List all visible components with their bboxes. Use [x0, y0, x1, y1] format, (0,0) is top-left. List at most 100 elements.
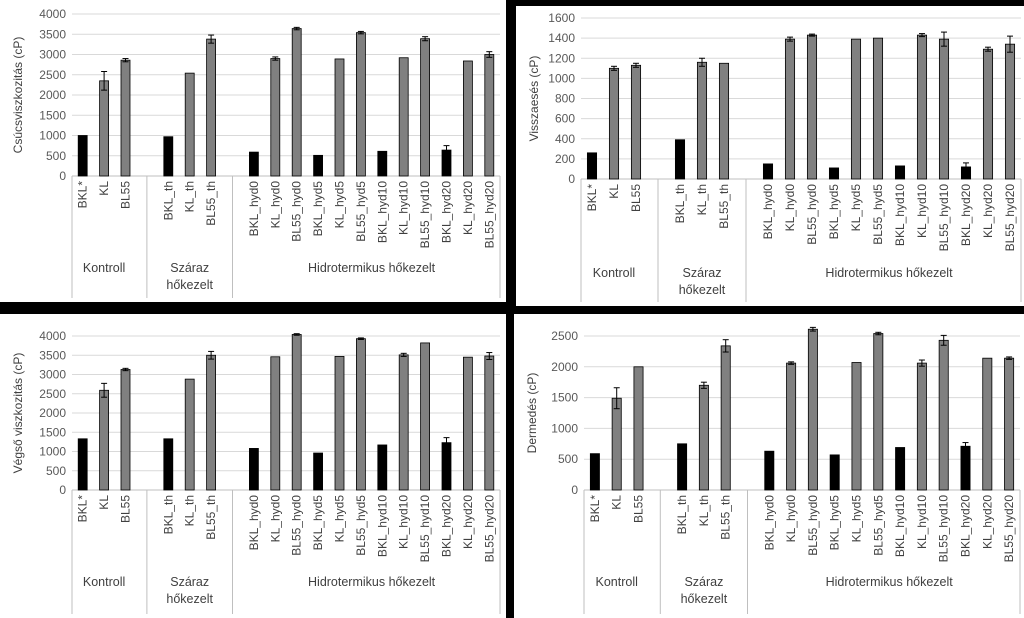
- bar: [938, 38, 950, 180]
- x-category-label: BKL_th: [675, 495, 689, 534]
- x-category-label: BKL_hyd10: [375, 495, 389, 557]
- x-category-label: BL55_hyd20: [482, 181, 496, 249]
- bar: [828, 167, 840, 180]
- bar: [718, 62, 730, 180]
- x-category-label: BKL_th: [673, 184, 687, 223]
- y-tick-label: 500: [558, 452, 578, 466]
- bar: [1004, 357, 1015, 491]
- group-label: Hidrotermikus hőkezelt: [826, 575, 954, 589]
- bar: [270, 58, 281, 177]
- x-category-label: BL55_hyd5: [871, 495, 885, 556]
- bar: [99, 80, 109, 177]
- y-tick-label: 1400: [548, 31, 575, 45]
- x-category-label: KL_hyd10: [915, 184, 929, 238]
- bar: [720, 345, 731, 491]
- bar: [441, 442, 452, 491]
- chart-svg: 0 500 1000 1500 2000 2500 Dermedés (cP) BKL* KL B…: [525, 326, 1021, 614]
- group-label: Kontroll: [593, 266, 635, 280]
- bar: [120, 59, 131, 177]
- x-category-label: BL55_hyd5: [354, 495, 368, 556]
- bar: [807, 328, 818, 491]
- bar: [163, 136, 174, 177]
- bar: [163, 438, 174, 491]
- y-tick-label: 2500: [39, 68, 66, 82]
- bar: [334, 356, 345, 491]
- group-label: Száraz: [684, 575, 723, 589]
- bar: [762, 163, 774, 180]
- bar: [608, 67, 620, 180]
- x-category-label: BL55_th: [719, 495, 733, 540]
- bar: [184, 378, 195, 491]
- x-category-label: BL55_hyd0: [290, 181, 304, 242]
- y-tick-label: 3500: [39, 27, 66, 41]
- y-tick-label: 1000: [39, 129, 66, 143]
- x-category-label: BKL_hyd5: [828, 495, 842, 551]
- x-category-label: BKL*: [76, 181, 90, 209]
- y-tick-label: 3000: [39, 48, 66, 62]
- y-tick-label: 2500: [551, 329, 578, 343]
- x-category-label: BKL*: [585, 184, 599, 212]
- x-category-label: BL55_hyd20: [482, 495, 496, 563]
- bar: [291, 334, 302, 491]
- y-axis-label: Dermedés (cP): [525, 373, 539, 454]
- bar: [633, 366, 644, 491]
- x-category-label: BKL_hyd5: [311, 181, 325, 237]
- x-category-label: BL55: [119, 181, 133, 209]
- y-tick-label: 4000: [39, 329, 66, 343]
- x-category-label: BL55_th: [204, 495, 218, 540]
- y-tick-label: 2000: [551, 360, 578, 374]
- x-category-label: BL55: [629, 184, 643, 212]
- x-category-label: KL_hyd10: [397, 495, 411, 549]
- bar: [398, 354, 409, 491]
- bar: [982, 357, 993, 491]
- x-category-label: BKL_hyd0: [247, 181, 261, 237]
- x-category-label: BL55_hyd0: [805, 184, 819, 245]
- bar: [484, 355, 495, 491]
- bar: [249, 151, 259, 177]
- x-category-label: BKL*: [588, 495, 602, 523]
- x-category-label: KL_hyd5: [850, 495, 864, 543]
- x-category-label: BL55_hyd0: [806, 495, 820, 556]
- y-axis-label: Visszaesés (cP): [527, 56, 541, 142]
- x-category-label: KL_hyd10: [915, 495, 929, 549]
- x-category-label: KL_th: [697, 495, 711, 526]
- group-label: Száraz: [683, 266, 722, 280]
- bar: [463, 356, 473, 491]
- group-label: Hidrotermikus hőkezelt: [308, 575, 436, 589]
- x-category-label: KL_th: [183, 495, 197, 526]
- bar: [120, 369, 131, 491]
- x-category-label: KL_hyd5: [849, 184, 863, 232]
- bar: [1004, 43, 1016, 180]
- x-category-label: BKL_hyd0: [761, 184, 775, 240]
- x-category-label: BKL_th: [161, 495, 175, 534]
- group-label: Kontroll: [83, 261, 125, 275]
- bar: [334, 58, 345, 177]
- bar: [850, 38, 862, 180]
- x-category-label: BL55_hyd10: [937, 184, 951, 252]
- y-tick-label: 1000: [39, 445, 66, 459]
- bar: [420, 38, 430, 177]
- bar: [829, 454, 840, 491]
- bar: [99, 389, 109, 491]
- x-category-label: BL55_hyd10: [937, 495, 951, 563]
- y-tick-label: 0: [568, 172, 575, 186]
- y-tick-label: 500: [46, 464, 66, 478]
- y-tick-label: 1200: [548, 51, 575, 65]
- y-tick-label: 0: [571, 483, 578, 497]
- bar: [611, 397, 622, 491]
- chart-svg: 0 500 1000 1500 2000 2500 3000 3500 4000 Csúcsvis…: [11, 7, 501, 298]
- bar: [270, 356, 281, 491]
- x-category-label: KL: [610, 495, 624, 510]
- group-label: Kontroll: [83, 575, 125, 589]
- x-category-label: KL_th: [695, 184, 709, 215]
- bar: [764, 450, 775, 491]
- y-tick-label: 200: [555, 152, 575, 166]
- x-category-label: BL55: [119, 495, 133, 523]
- bar: [463, 60, 473, 177]
- x-category-label: KL_hyd10: [397, 181, 411, 235]
- x-category-label: BKL_hyd5: [827, 184, 841, 240]
- x-category-label: BKL_hyd10: [375, 181, 389, 243]
- bar: [916, 362, 927, 491]
- chart-panel-final-viscosity: 0 500 1000 1500 2000 2500 3000 3500 4000 Végső vi…: [0, 314, 506, 618]
- bar: [377, 444, 388, 491]
